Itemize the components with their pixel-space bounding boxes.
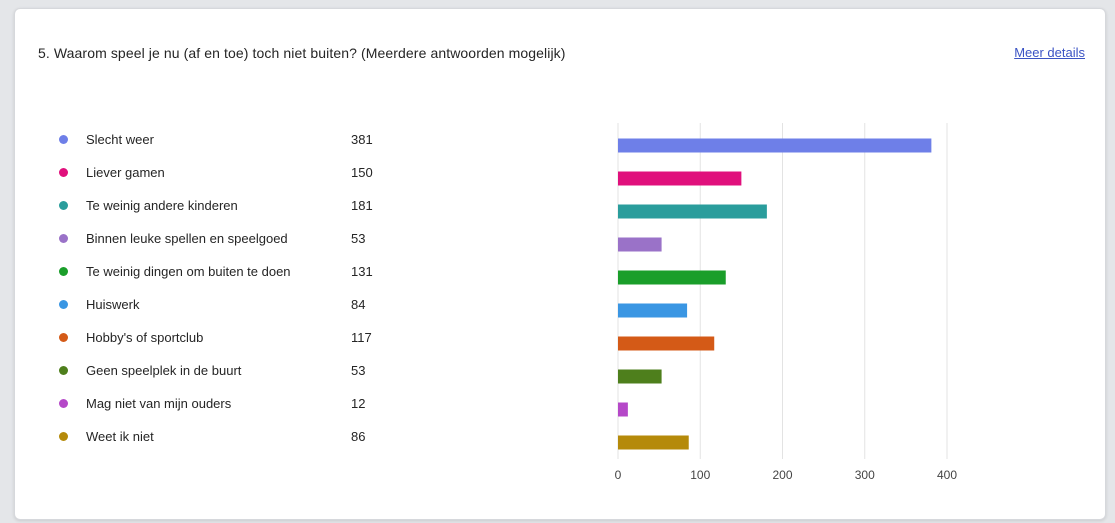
legend-label: Slecht weer <box>86 132 154 147</box>
legend-label: Te weinig dingen om buiten te doen <box>86 264 291 279</box>
legend-label: Huiswerk <box>86 297 140 312</box>
legend-label: Hobby's of sportclub <box>86 330 204 345</box>
legend-item: Weet ik niet 86 <box>55 420 385 453</box>
legend-label: Te weinig andere kinderen <box>86 198 238 213</box>
legend-count: 181 <box>351 198 373 213</box>
bar[interactable] <box>618 270 726 285</box>
bar[interactable] <box>618 237 662 252</box>
x-tick-label: 0 <box>615 468 622 482</box>
legend-dot-icon <box>59 432 68 441</box>
x-tick-label: 400 <box>937 468 957 482</box>
legend-item: Mag niet van mijn ouders 12 <box>55 387 385 420</box>
legend-dot-icon <box>59 201 68 210</box>
bar[interactable] <box>618 171 742 186</box>
legend-dot-icon <box>59 399 68 408</box>
legend-item: Liever gamen 150 <box>55 156 385 189</box>
bar[interactable] <box>618 402 628 417</box>
legend-count: 53 <box>351 363 366 378</box>
legend-count: 131 <box>351 264 373 279</box>
legend-item: Hobby's of sportclub 117 <box>55 321 385 354</box>
legend-dot-icon <box>59 168 68 177</box>
legend-label: Weet ik niet <box>86 429 154 444</box>
legend-item: Slecht weer 381 <box>55 123 385 156</box>
x-tick-label: 100 <box>690 468 710 482</box>
legend-dot-icon <box>59 135 68 144</box>
x-tick-label: 200 <box>772 468 792 482</box>
question-card: 5. Waarom speel je nu (af en toe) toch n… <box>14 8 1106 520</box>
legend-dot-icon <box>59 300 68 309</box>
legend-count: 150 <box>351 165 373 180</box>
legend-dot-icon <box>59 366 68 375</box>
legend-label: Geen speelplek in de buurt <box>86 363 242 378</box>
legend-label: Mag niet van mijn ouders <box>86 396 232 411</box>
bar[interactable] <box>618 204 767 219</box>
legend-label: Liever gamen <box>86 165 165 180</box>
legend-count: 84 <box>351 297 366 312</box>
legend: Slecht weer 381 Liever gamen 150 Te weinig a… <box>55 123 385 453</box>
legend-dot-icon <box>59 333 68 342</box>
legend-count: 381 <box>351 132 373 147</box>
legend-count: 86 <box>351 429 366 444</box>
legend-dot-icon <box>59 234 68 243</box>
legend-count: 12 <box>351 396 366 411</box>
question-title: 5. Waarom speel je nu (af en toe) toch n… <box>38 45 566 61</box>
more-details-link[interactable]: Meer details <box>1014 45 1085 60</box>
legend-count: 117 <box>351 330 372 345</box>
legend-dot-icon <box>59 267 68 276</box>
legend-item: Te weinig dingen om buiten te doen 131 <box>55 255 385 288</box>
legend-item: Binnen leuke spellen en speelgoed 53 <box>55 222 385 255</box>
bar[interactable] <box>618 336 715 351</box>
bar-chart: 0 100 200 300 400 <box>615 123 957 482</box>
bar[interactable] <box>618 435 689 450</box>
bar[interactable] <box>618 138 932 153</box>
legend-item: Te weinig andere kinderen 181 <box>55 189 385 222</box>
legend-item: Huiswerk 84 <box>55 288 385 321</box>
legend-count: 53 <box>351 231 366 246</box>
bar[interactable] <box>618 303 688 318</box>
bar[interactable] <box>618 369 662 384</box>
x-tick-label: 300 <box>855 468 875 482</box>
legend-label: Binnen leuke spellen en speelgoed <box>86 231 288 246</box>
legend-item: Geen speelplek in de buurt 53 <box>55 354 385 387</box>
